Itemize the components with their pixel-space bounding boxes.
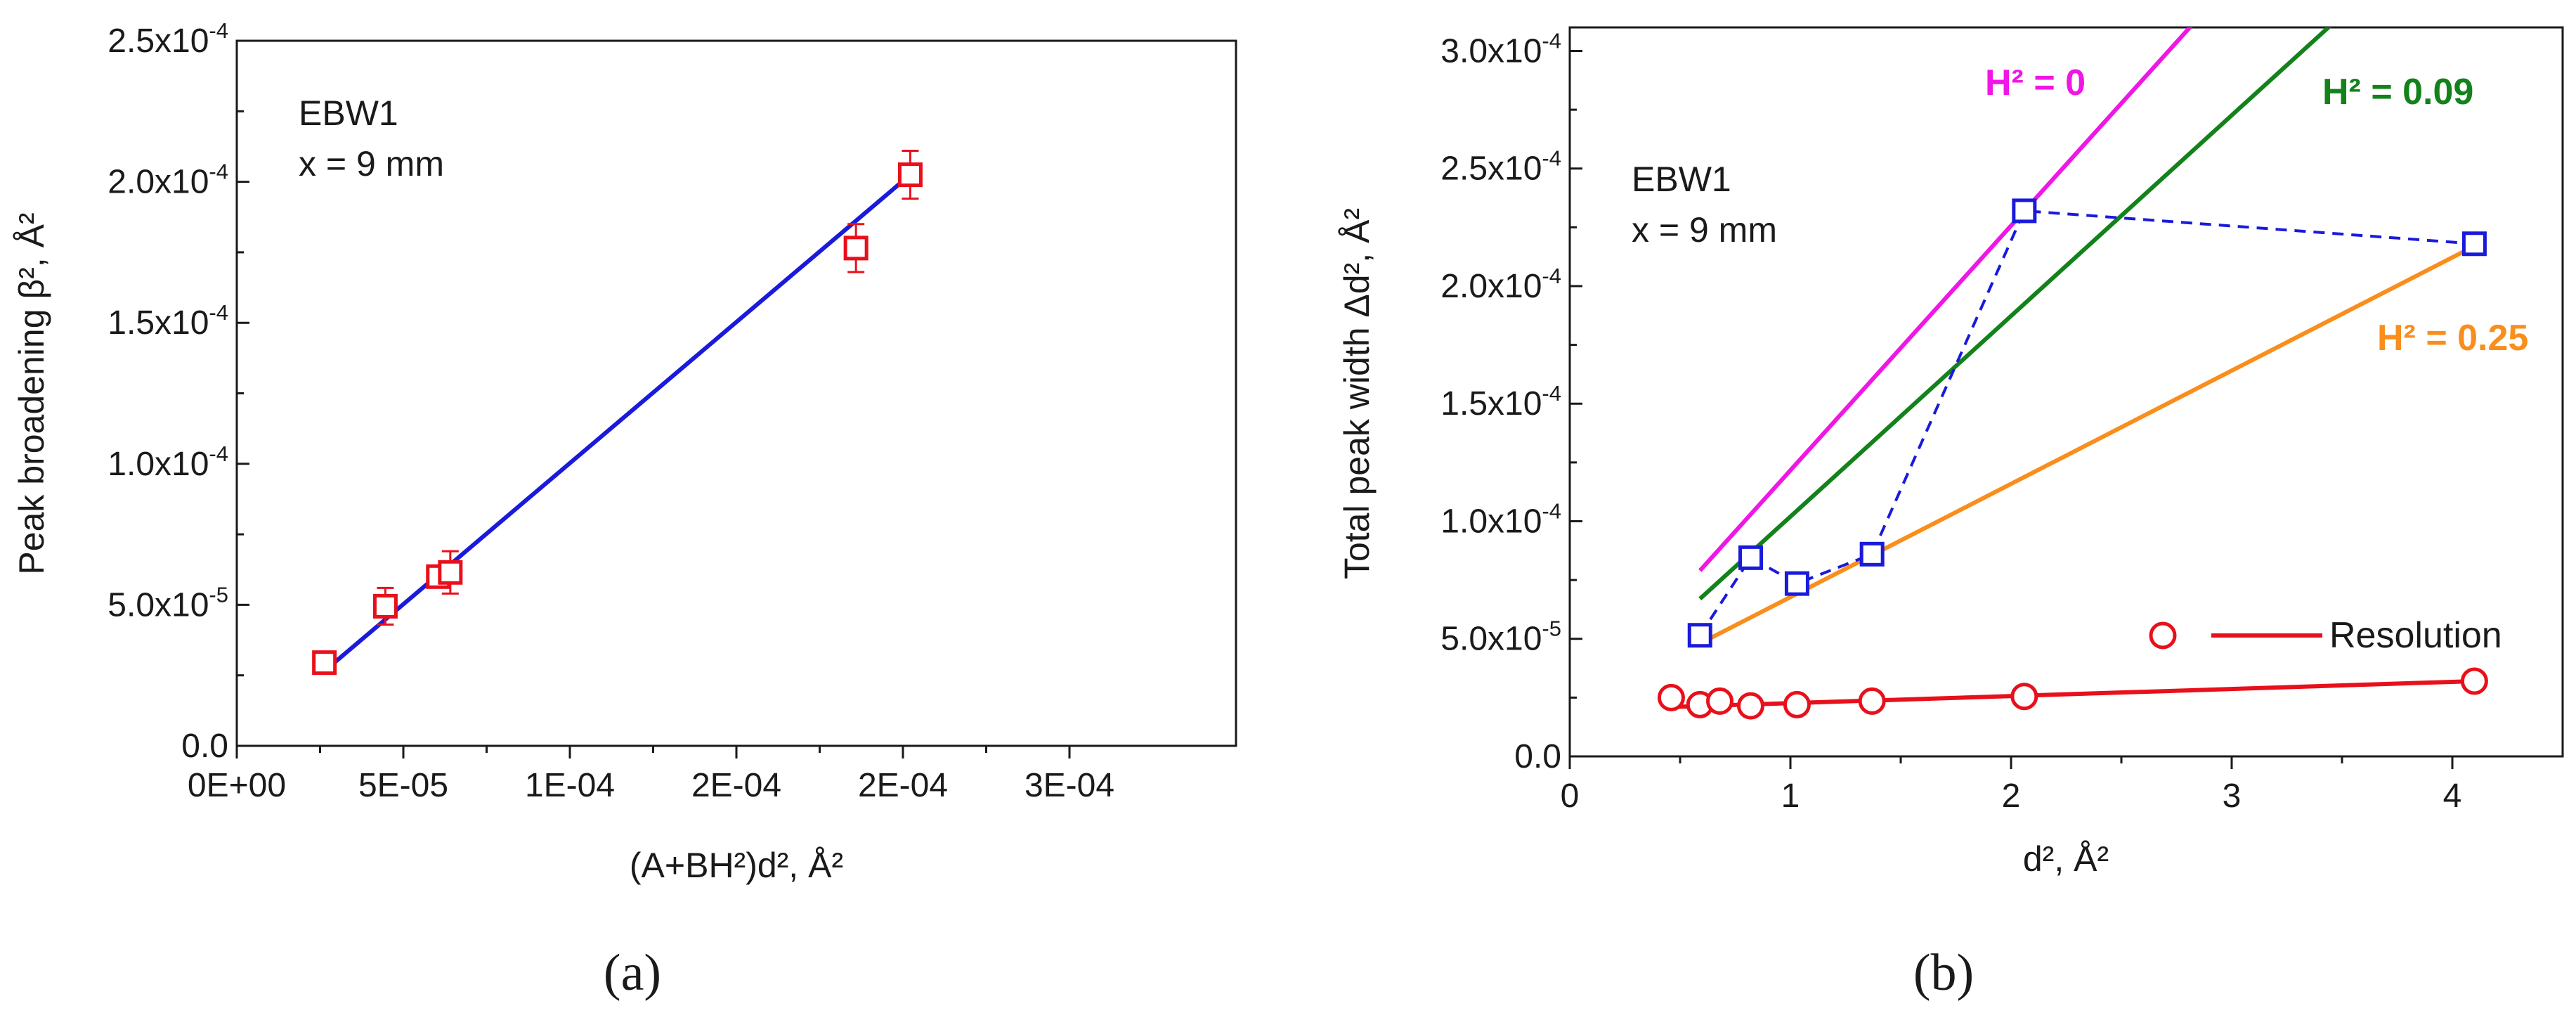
model-line-h2-0-25: [1698, 244, 2476, 646]
annotation-sample-a: EBW1: [299, 93, 398, 133]
y-axis-b-tick-exponent: -4: [1542, 28, 1561, 53]
y-axis-b-tick-mantissa: 0.0: [1514, 738, 1561, 775]
resolution-point: [1783, 690, 1811, 718]
y-axis-b-tick-label: 0.0: [1514, 738, 1561, 775]
resolution-point: [1706, 687, 1734, 715]
x-axis-label-a: (A+BH²)d², Å²: [630, 846, 843, 885]
label-h2-0-25: H² = 0.25: [2377, 318, 2528, 359]
y-axis-a-tick-mantissa: 2.0x10: [108, 164, 209, 201]
y-axis-b-tick-label: 2.5x10-4: [1440, 146, 1561, 188]
y-axis-a-tick-label: 2.0x10-4: [108, 160, 228, 201]
legend-label-resolution: Resolution: [2329, 615, 2502, 656]
measured-point: [2461, 231, 2487, 257]
x-axis-a-tick-label: 5E-05: [358, 767, 448, 804]
y-axis-a-tick-exponent: -4: [209, 300, 228, 325]
y-axis-a-tick-mantissa: 1.5x10: [108, 304, 209, 342]
fit-line-a: [323, 173, 912, 673]
legend-marker-resolution: [2149, 621, 2177, 650]
data-point-a: [312, 650, 337, 676]
x-axis-b-tick-label: 4: [2443, 777, 2462, 815]
annotation-sample-b: EBW1: [1632, 160, 1731, 199]
y-axis-a-tick-exponent: -5: [209, 582, 228, 607]
annotation-position-b: x = 9 mm: [1632, 210, 1777, 250]
y-axis-a-tick-label: 0.0: [181, 728, 228, 765]
legend-b: Resolution: [2149, 615, 2502, 656]
y-axis-b-tick-label: 3.0x10-4: [1440, 28, 1561, 70]
y-axis-b-tick-mantissa: 2.5x10: [1440, 150, 1542, 188]
data-point-a: [897, 162, 923, 188]
y-axis-b-tick-exponent: -4: [1542, 381, 1561, 406]
y-axis-b-tick-exponent: -4: [1542, 264, 1561, 288]
data-point-a: [438, 560, 463, 585]
y-axis-b-tick-label: 1.5x10-4: [1440, 381, 1561, 422]
y-axis-b-tick-label: 2.0x10-4: [1440, 264, 1561, 305]
resolution-points: [1657, 667, 2488, 720]
x-axis-b-tick-label: 3: [2223, 777, 2242, 815]
x-axis-ticks-a: 0E+00 5E-05 1E-04 2E-04 2E-04 3E-04: [188, 746, 1114, 804]
resolution-point: [1736, 692, 1764, 720]
measured-point: [1784, 571, 1809, 596]
caption-b: (b): [1913, 944, 1974, 1002]
measured-points: [1687, 198, 2487, 648]
x-axis-ticks-b: 0 1 2 3 4: [1561, 756, 2462, 815]
y-axis-b-tick-label: 5.0x10-5: [1440, 616, 1561, 658]
y-axis-a-tick-label: 2.5x10-4: [108, 18, 228, 60]
plot-b-frame: [1568, 26, 2564, 758]
resolution-point: [2010, 683, 2038, 711]
measured-point: [1738, 545, 1763, 570]
measured-point: [1687, 623, 1712, 648]
y-axis-a-tick-label: 1.5x10-4: [108, 300, 228, 342]
y-axis-a-tick-mantissa: 1.0x10: [108, 446, 209, 483]
measured-dashed-line: [1698, 209, 2475, 636]
y-axis-b-tick-label: 1.0x10-4: [1440, 498, 1561, 540]
x-axis-b-tick-label: 0: [1561, 777, 1580, 815]
resolution-point: [2460, 667, 2488, 695]
panel-a: 0E+00 5E-05 1E-04 2E-04 2E-04 3E-04 0.0 5.0x10…: [12, 18, 1237, 1002]
label-h2-0: H² = 0: [1985, 63, 2086, 103]
y-axis-a-tick-exponent: -4: [209, 160, 228, 184]
annotation-position-a: x = 9 mm: [299, 144, 444, 183]
x-axis-a-tick-label: 0E+00: [188, 767, 286, 804]
data-point-a: [843, 235, 869, 261]
y-axis-b-tick-mantissa: 1.0x10: [1440, 503, 1542, 540]
y-axis-b-tick-exponent: -4: [1542, 498, 1561, 523]
data-point-a: [372, 593, 398, 619]
measured-point: [2012, 198, 2037, 224]
model-line-h2-0: [1698, 27, 2193, 572]
y-axis-ticks-b: 0.05.0x10-51.0x10-41.5x10-42.0x10-42.5x1…: [1440, 28, 1582, 775]
data-points-a: [312, 149, 923, 676]
y-axis-b-tick-mantissa: 3.0x10: [1440, 32, 1542, 70]
x-axis-a-tick-label: 2E-04: [691, 767, 781, 804]
y-axis-a-tick-mantissa: 5.0x10: [108, 586, 209, 624]
x-axis-label-b: d², Å²: [2023, 839, 2109, 879]
y-axis-a-tick-mantissa: 2.5x10: [108, 22, 209, 60]
resolution-point: [1657, 683, 1685, 711]
caption-a: (a): [604, 944, 661, 1002]
y-axis-b-tick-mantissa: 5.0x10: [1440, 621, 1542, 658]
y-axis-label-b: Total peak width Δd², Å²: [1337, 208, 1377, 579]
y-axis-a-tick-exponent: -4: [209, 18, 228, 43]
y-axis-b-tick-mantissa: 2.0x10: [1440, 268, 1542, 305]
x-axis-a-tick-label: 3E-04: [1024, 767, 1114, 804]
y-axis-a-tick-mantissa: 0.0: [181, 728, 228, 765]
model-line-h2-0-09: [1698, 27, 2332, 601]
label-h2-0-09: H² = 0.09: [2322, 72, 2473, 112]
y-axis-b-tick-exponent: -5: [1542, 616, 1561, 641]
y-axis-label-a: Peak broadening β², Å²: [12, 212, 51, 574]
x-axis-b-tick-label: 1: [1781, 777, 1800, 815]
x-axis-a-tick-label: 2E-04: [858, 767, 948, 804]
measured-point: [1859, 541, 1885, 567]
y-axis-b-tick-mantissa: 1.5x10: [1440, 385, 1542, 422]
x-axis-b-tick-label: 2: [2002, 777, 2021, 815]
y-axis-a-tick-exponent: -4: [209, 441, 228, 466]
y-axis-ticks-a: 0.05.0x10-51.0x10-41.5x10-42.0x10-42.5x1…: [108, 18, 249, 765]
x-axis-a-tick-label: 1E-04: [525, 767, 615, 804]
y-axis-b-tick-exponent: -4: [1542, 146, 1561, 171]
y-axis-a-tick-label: 5.0x10-5: [108, 582, 228, 624]
y-axis-a-tick-label: 1.0x10-4: [108, 441, 228, 483]
resolution-point: [1858, 687, 1886, 715]
